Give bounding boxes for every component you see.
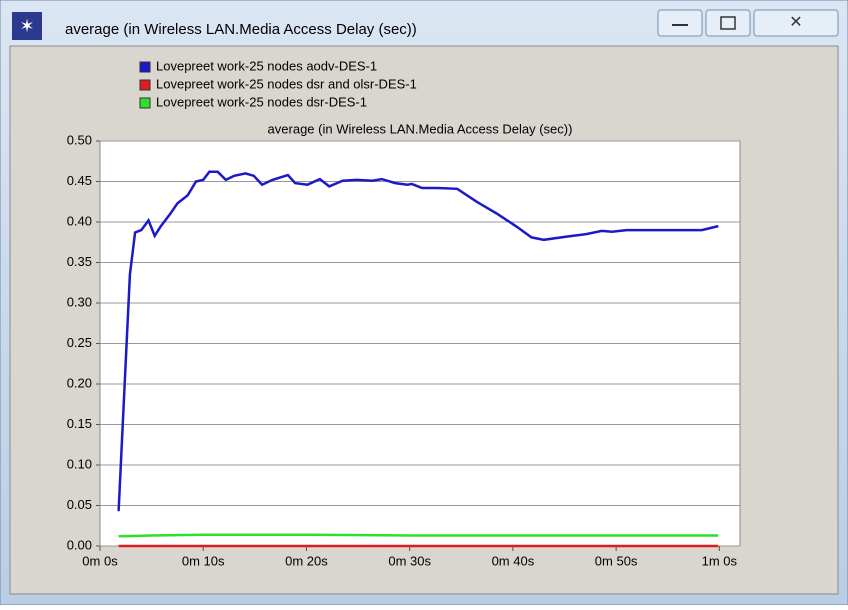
legend-swatch — [139, 97, 151, 109]
x-tick-label: 0m 0s — [82, 553, 118, 568]
y-tick-label: 0.30 — [67, 294, 92, 309]
y-tick-label: 0.10 — [67, 456, 92, 471]
legend-label: Lovepreet work-25 nodes dsr and olsr-DES… — [156, 76, 417, 91]
close-glyph: ✕ — [789, 14, 802, 31]
maximize-glyph — [720, 16, 736, 30]
chart-title: average (in Wireless LAN.Media Access De… — [268, 121, 573, 136]
x-tick-label: 0m 20s — [285, 553, 328, 568]
series-line — [118, 533, 719, 538]
y-tick-label: 0.40 — [67, 213, 92, 228]
y-tick-label: 0.25 — [67, 335, 92, 350]
y-tick-label: 0.20 — [67, 375, 92, 390]
x-tick-label: 0m 50s — [595, 553, 638, 568]
legend-label: Lovepreet work-25 nodes aodv-DES-1 — [156, 58, 377, 73]
y-tick-label: 0.05 — [67, 497, 92, 512]
x-tick-label: 0m 30s — [388, 553, 431, 568]
window-icon — [12, 12, 42, 40]
legend-swatch — [139, 79, 151, 91]
x-tick-label: 0m 40s — [492, 553, 535, 568]
minimize-button[interactable] — [657, 9, 703, 37]
window-icon-glyph: ✶ — [19, 16, 34, 36]
window-title: average (in Wireless LAN.Media Access De… — [65, 21, 417, 38]
y-tick-label: 0.15 — [67, 416, 92, 431]
y-tick-label: 0.00 — [67, 537, 92, 552]
y-tick-label: 0.45 — [67, 173, 92, 188]
x-tick-label: 1m 0s — [702, 553, 738, 568]
y-tick-label: 0.35 — [67, 254, 92, 269]
y-tick-label: 0.50 — [67, 132, 92, 147]
series-line — [117, 170, 719, 512]
x-tick-label: 0m 10s — [182, 553, 225, 568]
legend-label: Lovepreet work-25 nodes dsr-DES-1 — [156, 94, 367, 109]
maximize-button[interactable] — [705, 9, 751, 37]
legend-swatch — [139, 61, 151, 73]
close-button[interactable] — [753, 9, 839, 37]
